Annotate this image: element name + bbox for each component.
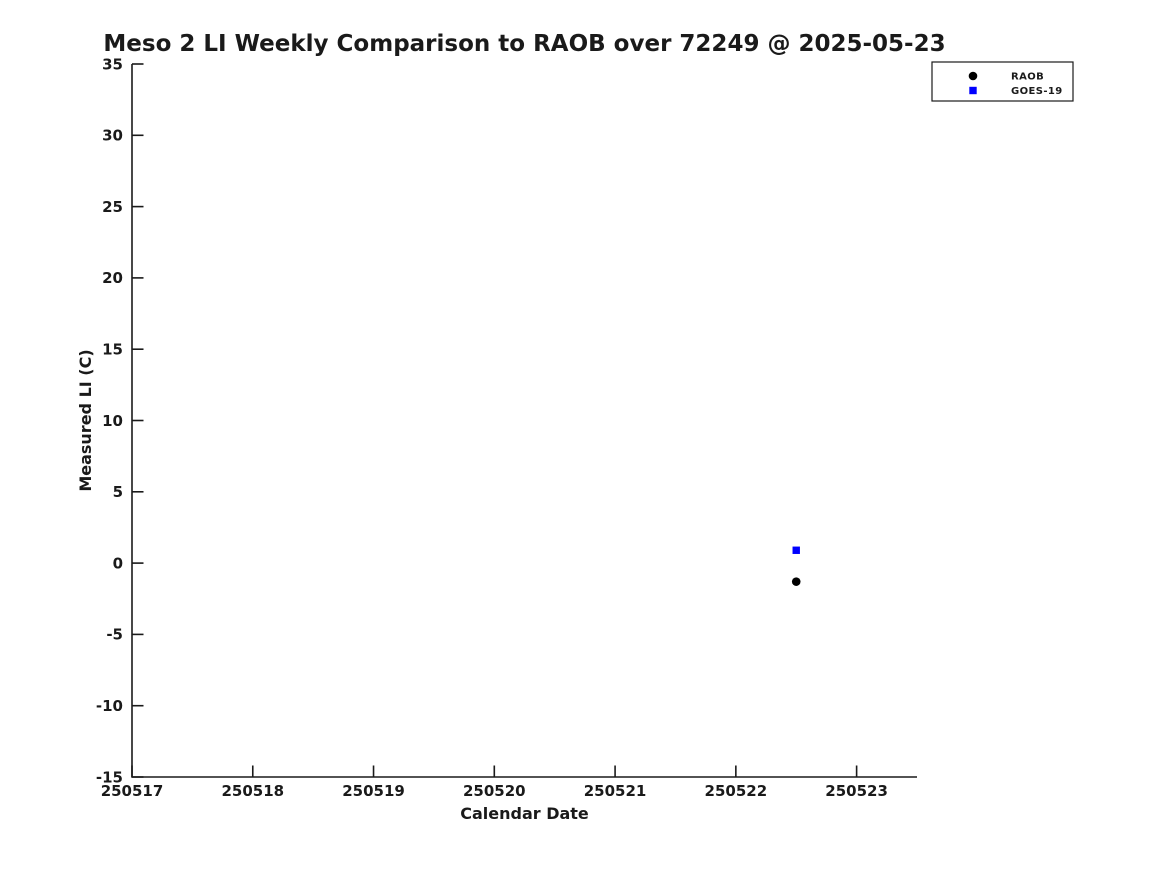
- axes-layer: -15 -10 -5 0 5 10 15 20 25 30 35 250517 250518 250519…: [96, 55, 917, 800]
- data-point-raob: [791, 577, 801, 586]
- legend: RAOB GOES-19: [931, 61, 1074, 102]
- legend-box: [931, 61, 1074, 102]
- y-tick-label: 10: [102, 412, 123, 430]
- y-tick-label: 35: [102, 55, 123, 73]
- y-tick-label: 30: [102, 127, 123, 145]
- scatter-points-layer: [791, 546, 801, 586]
- legend-marker-raob: [968, 71, 978, 81]
- chart-title: Meso 2 LI Weekly Comparison to RAOB over…: [103, 31, 945, 57]
- legend-item-label: RAOB: [1011, 72, 1044, 83]
- x-tick-label: 250521: [584, 782, 647, 800]
- x-axis-label: Calendar Date: [460, 804, 589, 823]
- y-axis-label: Measured LI (C): [76, 349, 95, 491]
- legend-item-label: GOES-19: [1011, 86, 1063, 97]
- y-tick-label: -15: [96, 768, 123, 786]
- x-tick-label: 250522: [705, 782, 768, 800]
- y-tick-label: 20: [102, 269, 123, 287]
- y-tick-label: -5: [106, 626, 123, 644]
- x-tick-label: 250519: [342, 782, 405, 800]
- x-tick-label: 250518: [221, 782, 284, 800]
- x-tick-label: 250523: [825, 782, 888, 800]
- y-tick-label: 5: [113, 483, 123, 501]
- x-tick-label: 250520: [463, 782, 526, 800]
- y-tick-label: 15: [102, 341, 123, 359]
- y-tick-label: -10: [96, 697, 123, 715]
- x-tick-label: 250517: [101, 782, 164, 800]
- data-point-goes-19: [792, 546, 800, 554]
- y-tick-label: 0: [113, 554, 123, 572]
- legend-marker-goes-19: [969, 86, 977, 95]
- axes-spine: [131, 64, 917, 778]
- y-tick-label: 25: [102, 198, 123, 216]
